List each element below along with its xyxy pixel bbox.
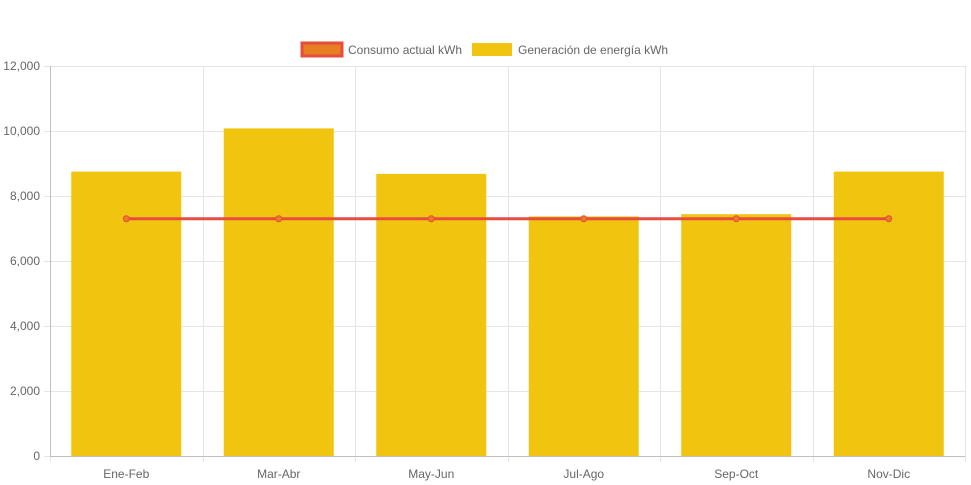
bar bbox=[681, 214, 792, 456]
x-tick-label: Nov-Dic bbox=[867, 467, 910, 481]
bar bbox=[528, 216, 639, 456]
y-tick-label: 12,000 bbox=[3, 59, 40, 73]
bar bbox=[71, 171, 182, 456]
x-tick-label: Ene-Feb bbox=[103, 467, 149, 481]
y-tick-label: 4,000 bbox=[10, 319, 40, 333]
axes: 0 2,000 4,000 6,000 8,000 10,000 12,000 Ene-Feb… bbox=[3, 59, 965, 481]
legend: Consumo actual kWh Generación de energía… bbox=[300, 41, 668, 58]
y-tick-label: 8,000 bbox=[10, 189, 40, 203]
bar bbox=[833, 171, 944, 456]
x-tick-label: Jul-Ago bbox=[563, 467, 604, 481]
x-tick-label: Sep-Oct bbox=[714, 467, 759, 481]
x-tick-label: May-Jun bbox=[408, 467, 454, 481]
line-point bbox=[885, 215, 893, 223]
legend-swatch-generacion bbox=[472, 43, 512, 56]
x-tick-label: Mar-Abr bbox=[257, 467, 300, 481]
line-point bbox=[122, 215, 130, 223]
bars bbox=[71, 128, 944, 456]
grid bbox=[44, 66, 966, 462]
line-point bbox=[732, 215, 740, 223]
y-tick-label: 0 bbox=[33, 449, 40, 463]
y-tick-label: 10,000 bbox=[3, 124, 40, 138]
line-point bbox=[427, 215, 435, 223]
y-tick-label: 6,000 bbox=[10, 254, 40, 268]
legend-label-generacion: Generación de energía kWh bbox=[518, 43, 668, 57]
legend-item-consumo[interactable]: Consumo actual kWh bbox=[300, 41, 462, 58]
legend-label-consumo: Consumo actual kWh bbox=[348, 43, 462, 57]
line-point bbox=[580, 215, 588, 223]
y-tick-label: 2,000 bbox=[10, 384, 40, 398]
line-series bbox=[122, 215, 893, 223]
bar bbox=[223, 128, 334, 456]
legend-swatch-consumo bbox=[300, 41, 344, 58]
legend-item-generacion[interactable]: Generación de energía kWh bbox=[472, 43, 668, 57]
line-point bbox=[275, 215, 283, 223]
